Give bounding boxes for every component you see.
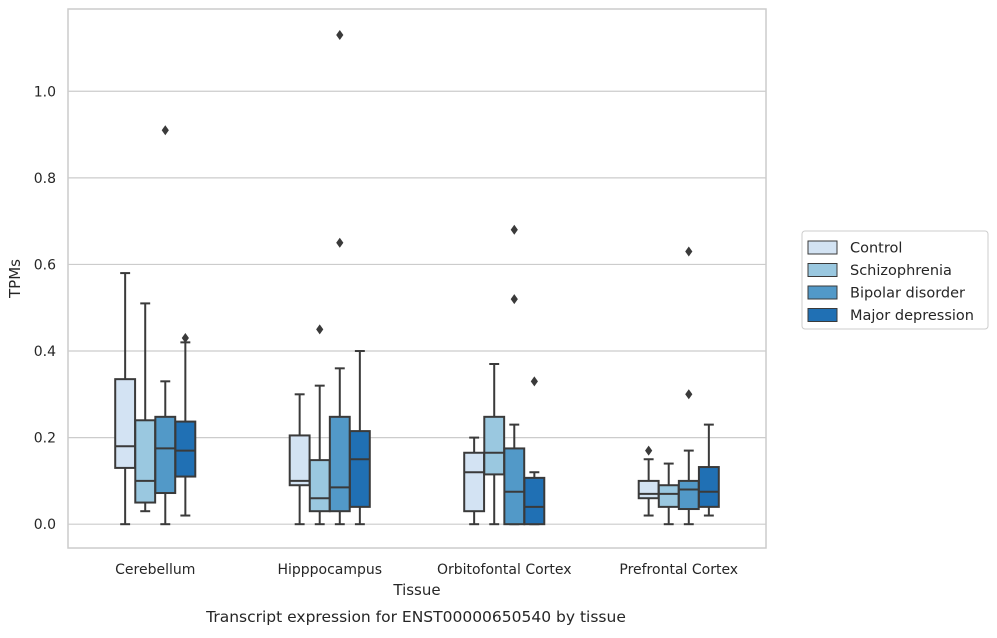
box-3-0 [174,333,197,517]
legend-swatch [807,240,838,255]
box-1-2 [483,363,506,526]
box-body [657,484,680,508]
box-3-3 [697,423,720,517]
outlier-point [161,125,169,136]
outlier-point [336,237,344,248]
box-body [523,476,546,526]
legend: Control Schizophrenia Bipolar disorder Majo… [801,230,989,330]
legend-frame [801,230,989,330]
y-tick-label: 1.0 [34,84,56,100]
outlier-point [510,294,518,305]
legend-swatch [807,263,838,277]
box-0-1 [288,393,311,526]
box-2-3 [677,246,700,526]
box-body [483,415,506,476]
box-body [463,451,486,513]
box-0-3 [637,445,660,517]
outlier-point [181,333,189,344]
outlier-point [685,389,693,400]
outlier-point [530,376,538,387]
x-tick-label: Orbitofontal Cortex [437,562,572,578]
x-axis-label: Tissue [392,581,440,599]
box-body [174,420,197,478]
y-tick-label: 0.2 [34,431,56,447]
outlier-point [336,29,344,40]
plot-frame [67,8,767,549]
outlier-point [510,224,518,235]
y-tick-label: 0.4 [34,344,56,360]
legend-swatch [807,285,838,300]
box-body [134,419,157,504]
y-tick-label: 0.8 [34,171,56,187]
box-body [697,466,720,508]
box-body [677,479,700,511]
box-body [288,434,311,487]
marks-layer [114,29,720,526]
box-body [308,459,331,513]
box-2-2 [503,224,526,526]
y-tick-label: 0.6 [34,257,56,273]
legend-swatch [807,308,838,322]
legend-label: Control [850,241,902,257]
box-body [348,430,371,508]
box-body [114,378,137,469]
y-tick-label: 0.0 [34,517,56,533]
x-tick-labels: Cerebellum Hipppocampus Orbitofontal Corte… [115,562,738,578]
x-tick-label: Prefrontal Cortex [619,562,738,578]
box-body [154,415,177,495]
outlier-point [316,324,324,335]
box-2-0 [154,125,177,526]
y-axis-label: TPMs [6,259,24,299]
box-1-3 [657,462,680,526]
box-body [637,479,660,500]
box-body [503,447,526,526]
box-1-0 [134,302,157,513]
box-3-2 [523,376,546,526]
legend-label: Bipolar disorder [850,286,965,302]
box-0-2 [463,436,486,526]
legend-label: Major depression [850,308,974,324]
x-tick-label: Hipppocampus [277,562,382,578]
legend-items: Control Schizophrenia Bipolar disorder Majo… [807,240,974,324]
chart-caption: Transcript expression for ENST0000065054… [205,608,626,626]
box-3-1 [348,350,371,526]
box-2-1 [328,29,351,526]
box-0-0 [114,272,137,526]
legend-label: Schizophrenia [850,263,952,279]
outlier-point [645,445,653,456]
x-tick-label: Cerebellum [115,562,195,578]
outlier-point [685,246,693,257]
box-1-1 [308,324,331,526]
box-body [328,415,351,513]
y-tick-labels: 0.0 0.2 0.4 0.6 0.8 1.0 [34,84,56,533]
